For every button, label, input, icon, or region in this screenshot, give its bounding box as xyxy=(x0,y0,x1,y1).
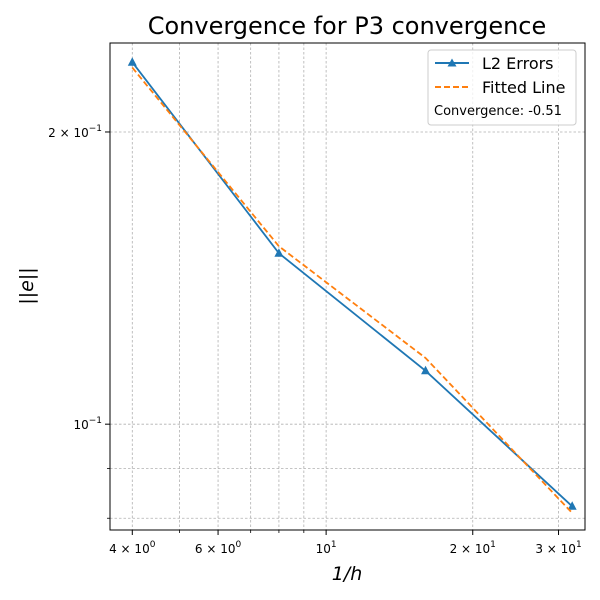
x-tick-label-1: 6 × 100 xyxy=(195,540,242,556)
x-tick-label-3: 2 × 101 xyxy=(450,540,496,556)
x-axis-label: 1/h xyxy=(332,563,363,585)
series-line-0 xyxy=(131,61,573,507)
legend-label-l2: L2 Errors xyxy=(482,54,554,73)
legend-marker-l2 xyxy=(447,58,457,67)
y-tick-label-0: 10−1 xyxy=(73,416,102,432)
x-tick-label-2: 101 xyxy=(316,540,337,556)
series-line-1 xyxy=(131,67,573,514)
chart-title: Convergence for P3 convergence xyxy=(148,12,547,40)
plot-area xyxy=(109,42,586,531)
axis-tick-labels: 4 × 100 6 × 100 101 2 × 101 3 × 101 10−1 2 × 1… xyxy=(48,124,582,556)
legend-label-fitted: Fitted Line xyxy=(482,78,565,97)
series-0-point-1 xyxy=(274,248,284,257)
x-tick-label-4: 3 × 101 xyxy=(535,540,581,556)
y-axis-label: ||e|| xyxy=(16,267,38,304)
legend-box xyxy=(427,49,577,126)
series-group xyxy=(127,57,577,514)
y-tick-label-1: 2 × 10−1 xyxy=(48,124,102,140)
convergence-annotation: Convergence: -0.51 xyxy=(434,104,562,119)
legend: L2 Errors Fitted Line Convergence: -0.51 xyxy=(427,49,577,126)
axis-ticks xyxy=(105,131,560,535)
series-0-point-0 xyxy=(127,57,137,66)
x-tick-label-0: 4 × 100 xyxy=(109,540,156,556)
series-0-point-3 xyxy=(567,501,577,510)
series-0-point-2 xyxy=(421,365,431,375)
